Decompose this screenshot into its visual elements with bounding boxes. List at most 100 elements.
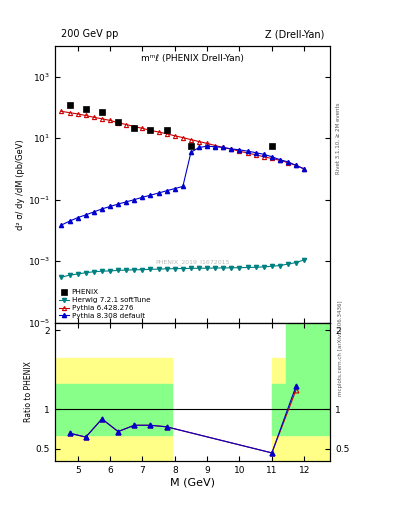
- Pythia 6.428.276: [124, 121, 129, 127]
- Pythia 8.308 default: [253, 150, 258, 156]
- Pythia 6.428.276: [205, 140, 209, 146]
- Herwig 7.2.1 softTune: [116, 267, 121, 273]
- Text: Z (Drell-Yan): Z (Drell-Yan): [265, 29, 325, 39]
- Pythia 6.428.276: [75, 111, 80, 117]
- Herwig 7.2.1 softTune: [132, 267, 137, 273]
- Y-axis label: d² σ/ dy /dM (pb/GeV): d² σ/ dy /dM (pb/GeV): [16, 139, 25, 230]
- Bar: [55, 358, 171, 461]
- Herwig 7.2.1 softTune: [180, 265, 185, 271]
- Pythia 8.308 default: [99, 206, 104, 212]
- Herwig 7.2.1 softTune: [253, 264, 258, 270]
- Pythia 6.428.276: [196, 138, 201, 144]
- Line: Pythia 8.308 default: Pythia 8.308 default: [59, 144, 306, 227]
- Line: Herwig 7.2.1 softTune: Herwig 7.2.1 softTune: [59, 258, 306, 279]
- Pythia 6.428.276: [132, 123, 137, 130]
- Pythia 6.428.276: [189, 137, 193, 143]
- Herwig 7.2.1 softTune: [277, 263, 282, 269]
- Bar: [272, 384, 286, 435]
- Pythia 8.308 default: [189, 149, 193, 155]
- Pythia 6.428.276: [108, 117, 112, 123]
- PHENIX: [148, 126, 153, 133]
- Herwig 7.2.1 softTune: [75, 271, 80, 277]
- Herwig 7.2.1 softTune: [294, 260, 299, 266]
- Pythia 6.428.276: [116, 120, 121, 126]
- Herwig 7.2.1 softTune: [156, 266, 161, 272]
- Herwig 7.2.1 softTune: [245, 264, 250, 270]
- Pythia 8.308 default: [140, 194, 145, 200]
- Pythia 8.308 default: [294, 162, 299, 168]
- PHENIX: [132, 124, 137, 131]
- Pythia 8.308 default: [92, 209, 96, 215]
- PHENIX: [83, 106, 88, 112]
- Pythia 8.308 default: [277, 157, 282, 163]
- Herwig 7.2.1 softTune: [196, 265, 201, 271]
- Pythia 8.308 default: [132, 197, 137, 203]
- Herwig 7.2.1 softTune: [189, 265, 193, 271]
- Pythia 8.308 default: [164, 188, 169, 194]
- Text: mᵐℓ (PHENIX Drell-Yan): mᵐℓ (PHENIX Drell-Yan): [141, 54, 244, 63]
- Herwig 7.2.1 softTune: [140, 267, 145, 273]
- Bar: [272, 358, 286, 461]
- Herwig 7.2.1 softTune: [237, 265, 242, 271]
- Pythia 8.308 default: [180, 183, 185, 189]
- Pythia 8.308 default: [205, 143, 209, 150]
- Herwig 7.2.1 softTune: [124, 267, 129, 273]
- Herwig 7.2.1 softTune: [221, 265, 226, 271]
- Pythia 6.428.276: [59, 108, 64, 114]
- Herwig 7.2.1 softTune: [173, 266, 177, 272]
- Pythia 6.428.276: [253, 152, 258, 158]
- Herwig 7.2.1 softTune: [213, 265, 218, 271]
- Pythia 6.428.276: [180, 135, 185, 141]
- Pythia 8.308 default: [156, 190, 161, 196]
- Herwig 7.2.1 softTune: [99, 268, 104, 274]
- Pythia 6.428.276: [213, 142, 218, 148]
- Herwig 7.2.1 softTune: [83, 270, 88, 276]
- Pythia 8.308 default: [221, 144, 226, 151]
- Herwig 7.2.1 softTune: [270, 263, 274, 269]
- Pythia 8.308 default: [173, 185, 177, 191]
- Pythia 8.308 default: [67, 218, 72, 224]
- Text: Rivet 3.1.10, ≥ 2M events: Rivet 3.1.10, ≥ 2M events: [336, 102, 341, 174]
- Pythia 8.308 default: [270, 154, 274, 160]
- Text: PHENIX_2019_I1672015: PHENIX_2019_I1672015: [155, 259, 230, 265]
- Pythia 6.428.276: [83, 113, 88, 119]
- Pythia 6.428.276: [92, 114, 96, 120]
- Pythia 8.308 default: [302, 166, 307, 172]
- Pythia 6.428.276: [261, 154, 266, 160]
- Text: 200 GeV pp: 200 GeV pp: [61, 29, 118, 39]
- Pythia 8.308 default: [108, 203, 112, 209]
- Bar: [55, 384, 171, 435]
- Pythia 6.428.276: [294, 162, 299, 168]
- Herwig 7.2.1 softTune: [59, 274, 64, 280]
- Herwig 7.2.1 softTune: [164, 266, 169, 272]
- Pythia 6.428.276: [270, 155, 274, 161]
- Herwig 7.2.1 softTune: [67, 272, 72, 278]
- Pythia 8.308 default: [286, 159, 290, 165]
- Herwig 7.2.1 softTune: [205, 265, 209, 271]
- Herwig 7.2.1 softTune: [108, 268, 112, 274]
- Pythia 6.428.276: [148, 127, 153, 134]
- Pythia 8.308 default: [124, 199, 129, 205]
- Pythia 6.428.276: [164, 131, 169, 137]
- Pythia 6.428.276: [156, 129, 161, 135]
- Pythia 6.428.276: [221, 144, 226, 151]
- PHENIX: [67, 102, 72, 108]
- Bar: [286, 323, 330, 435]
- Pythia 8.308 default: [237, 147, 242, 153]
- Pythia 8.308 default: [213, 144, 218, 150]
- Pythia 6.428.276: [229, 146, 234, 152]
- Pythia 8.308 default: [196, 144, 201, 151]
- Pythia 6.428.276: [245, 150, 250, 156]
- Bar: [286, 323, 330, 461]
- Text: mcplots.cern.ch [arXiv:1306.3436]: mcplots.cern.ch [arXiv:1306.3436]: [338, 301, 343, 396]
- Pythia 6.428.276: [140, 125, 145, 132]
- Pythia 8.308 default: [116, 201, 121, 207]
- Herwig 7.2.1 softTune: [286, 261, 290, 267]
- Pythia 6.428.276: [99, 116, 104, 122]
- Herwig 7.2.1 softTune: [261, 264, 266, 270]
- PHENIX: [116, 118, 121, 124]
- Pythia 6.428.276: [173, 133, 177, 139]
- Pythia 8.308 default: [83, 212, 88, 218]
- Pythia 6.428.276: [237, 148, 242, 154]
- X-axis label: M (GeV): M (GeV): [170, 477, 215, 487]
